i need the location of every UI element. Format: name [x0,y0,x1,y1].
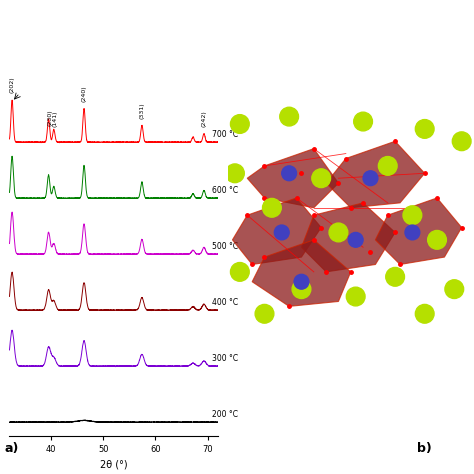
Text: (240): (240) [82,85,87,102]
Circle shape [280,107,299,126]
Circle shape [226,164,244,182]
Circle shape [282,166,297,181]
Circle shape [230,115,249,133]
Text: (331): (331) [139,102,145,118]
Circle shape [255,304,274,323]
Text: 300 °C: 300 °C [212,354,238,363]
Text: 700 °C: 700 °C [212,130,238,139]
Circle shape [274,225,289,240]
Text: (230): (230) [48,109,53,126]
Text: a): a) [5,442,19,455]
X-axis label: 2θ (°): 2θ (°) [100,460,128,470]
Circle shape [294,274,309,289]
Circle shape [230,263,249,281]
Circle shape [405,225,420,240]
Text: b): b) [417,442,432,455]
Text: 400 °C: 400 °C [212,298,238,307]
Polygon shape [301,203,395,272]
Circle shape [428,230,447,249]
Polygon shape [326,141,425,208]
Circle shape [263,199,281,217]
Circle shape [329,223,348,242]
Circle shape [292,280,311,299]
Circle shape [346,287,365,306]
Text: 200 °C: 200 °C [212,410,238,419]
Circle shape [445,280,464,299]
Text: (242): (242) [201,110,207,127]
Circle shape [312,169,330,188]
Polygon shape [252,240,351,306]
Circle shape [354,112,373,131]
Text: (202): (202) [9,77,15,93]
Circle shape [415,119,434,138]
Circle shape [452,132,471,151]
Text: (141): (141) [52,110,57,127]
Text: 500 °C: 500 °C [212,242,238,251]
Polygon shape [232,198,321,264]
Polygon shape [247,149,338,208]
Circle shape [378,156,397,175]
Polygon shape [375,198,462,264]
Circle shape [415,304,434,323]
Circle shape [403,206,422,225]
Circle shape [363,171,378,186]
Text: 600 °C: 600 °C [212,186,238,195]
Circle shape [348,232,363,247]
Circle shape [386,267,404,286]
